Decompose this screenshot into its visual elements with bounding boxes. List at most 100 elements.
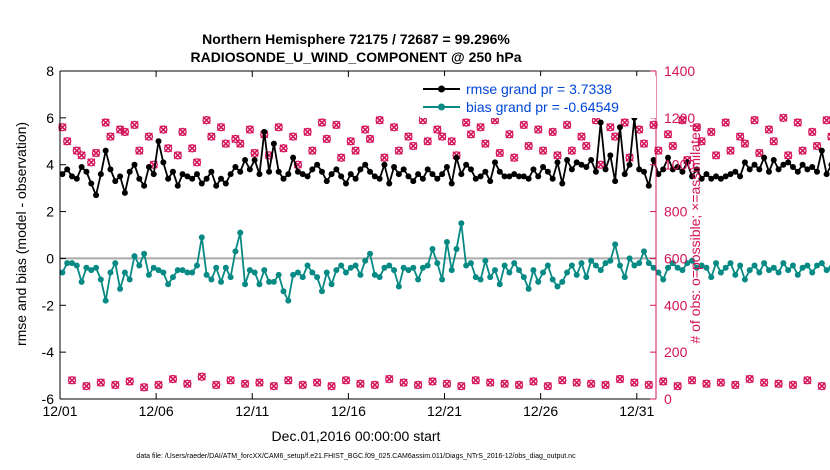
obs-possible-point bbox=[476, 123, 485, 132]
bias-point bbox=[184, 269, 191, 276]
obs-assimilated-point bbox=[130, 120, 139, 129]
bias-point bbox=[150, 264, 157, 271]
bias-point bbox=[102, 297, 109, 304]
bias-point bbox=[650, 264, 657, 271]
obs-possible-point bbox=[72, 146, 81, 155]
obs-possible-point bbox=[784, 151, 793, 160]
obs-possible-point bbox=[346, 137, 355, 146]
rmse-point bbox=[511, 171, 518, 178]
bias-point bbox=[328, 281, 335, 288]
obs-possible-point bbox=[769, 137, 778, 146]
rmse-point bbox=[814, 168, 821, 175]
obs-assimilated-point bbox=[466, 130, 476, 139]
obs-possible-point bbox=[380, 153, 389, 162]
rmse-point bbox=[59, 171, 66, 178]
obs-possible-point bbox=[764, 125, 774, 134]
bias-point bbox=[88, 267, 95, 274]
bias-point bbox=[419, 264, 426, 271]
obs-assimilated-point bbox=[375, 116, 384, 125]
obs-assimilated-point bbox=[558, 376, 567, 385]
obs-assimilated-point bbox=[197, 372, 206, 381]
bias-point bbox=[434, 260, 441, 267]
obs-assimilated-point bbox=[140, 383, 149, 392]
obs-assimilated-point bbox=[365, 134, 375, 144]
rmse-point bbox=[415, 171, 422, 178]
obs-assimilated-point bbox=[721, 118, 730, 127]
rmse-point bbox=[535, 173, 542, 180]
y2-tick-label: 1400 bbox=[664, 63, 695, 79]
obs-assimilated-point bbox=[812, 141, 822, 151]
bias-point bbox=[554, 283, 561, 290]
rmse-point bbox=[266, 168, 273, 175]
rmse-point bbox=[261, 128, 268, 135]
bias-point bbox=[78, 278, 85, 285]
y-tick-label: 4 bbox=[46, 157, 54, 173]
rmse-point bbox=[520, 173, 527, 180]
obs-possible-point bbox=[788, 380, 798, 390]
obs-possible-point bbox=[303, 127, 312, 137]
bias-point bbox=[362, 257, 369, 264]
obs-possible-point bbox=[82, 381, 91, 391]
obs-assimilated-point bbox=[697, 137, 706, 146]
obs-assimilated-point bbox=[77, 151, 86, 160]
bias-point bbox=[117, 285, 124, 292]
bias-point bbox=[559, 278, 566, 285]
rmse-point bbox=[799, 161, 806, 168]
rmse-point bbox=[741, 159, 748, 166]
bias-point bbox=[506, 269, 513, 276]
bias-point bbox=[780, 260, 787, 267]
y2-tick-label: 800 bbox=[664, 204, 688, 220]
obs-possible-point bbox=[212, 380, 221, 390]
obs-possible-point bbox=[202, 116, 211, 125]
rmse-point bbox=[386, 180, 393, 187]
axes: -6 -4 -2 0 2 4 6 8 0 200 400 600 800 1000 1200 1400 12/0… bbox=[42, 63, 696, 419]
obs-assimilated-point bbox=[245, 125, 254, 134]
rmse-point bbox=[64, 166, 71, 173]
rmse-point bbox=[419, 175, 426, 182]
bias-point bbox=[165, 281, 172, 288]
x-tick-label: 12/21 bbox=[427, 403, 462, 419]
obs-assimilated-point bbox=[769, 137, 778, 146]
obs-possible-point bbox=[827, 132, 830, 141]
obs-assimilated-point bbox=[740, 139, 749, 148]
bias-point bbox=[482, 257, 489, 264]
rmse-point bbox=[549, 175, 556, 182]
obs-assimilated-point bbox=[303, 127, 312, 136]
bias-point bbox=[304, 262, 311, 269]
obs-assimilated-point bbox=[289, 132, 298, 141]
rmse-point bbox=[665, 154, 672, 161]
plot-background bbox=[60, 71, 656, 399]
rmse-point bbox=[193, 171, 200, 178]
rmse-point bbox=[559, 180, 566, 187]
rmse-point bbox=[73, 175, 80, 182]
rmse-point bbox=[83, 168, 90, 175]
obs-possible-point bbox=[409, 141, 418, 151]
obs-assimilated-point bbox=[63, 137, 72, 146]
obs-possible-point bbox=[274, 123, 283, 132]
obs-possible-point bbox=[726, 146, 735, 155]
bias-point bbox=[453, 246, 460, 253]
rmse-point bbox=[376, 175, 383, 182]
obs-assimilated-point bbox=[414, 380, 423, 390]
rmse-point bbox=[179, 171, 186, 178]
rmse-point bbox=[578, 161, 585, 168]
bias-point bbox=[73, 262, 80, 269]
rmse-point bbox=[746, 166, 753, 173]
x-tick-label: 12/26 bbox=[523, 403, 558, 419]
obs-possible-point bbox=[178, 127, 187, 137]
obs-assimilated-point bbox=[495, 148, 504, 158]
rmse-point bbox=[487, 178, 494, 185]
bias-point bbox=[251, 269, 258, 276]
bias-point bbox=[794, 271, 801, 278]
rmse-point bbox=[102, 147, 109, 154]
obs-assimilated-point bbox=[212, 380, 221, 390]
obs-possible-point bbox=[394, 146, 404, 155]
obs-possible-point bbox=[91, 148, 101, 158]
bias-point bbox=[309, 269, 316, 276]
obs-assimilated-point bbox=[707, 127, 716, 136]
y2-tick-label: 0 bbox=[664, 391, 672, 407]
obs-assimilated-point bbox=[457, 382, 466, 391]
rmse-point bbox=[727, 171, 734, 178]
obs-possible-point bbox=[534, 125, 543, 134]
obs-possible-point bbox=[639, 139, 649, 148]
